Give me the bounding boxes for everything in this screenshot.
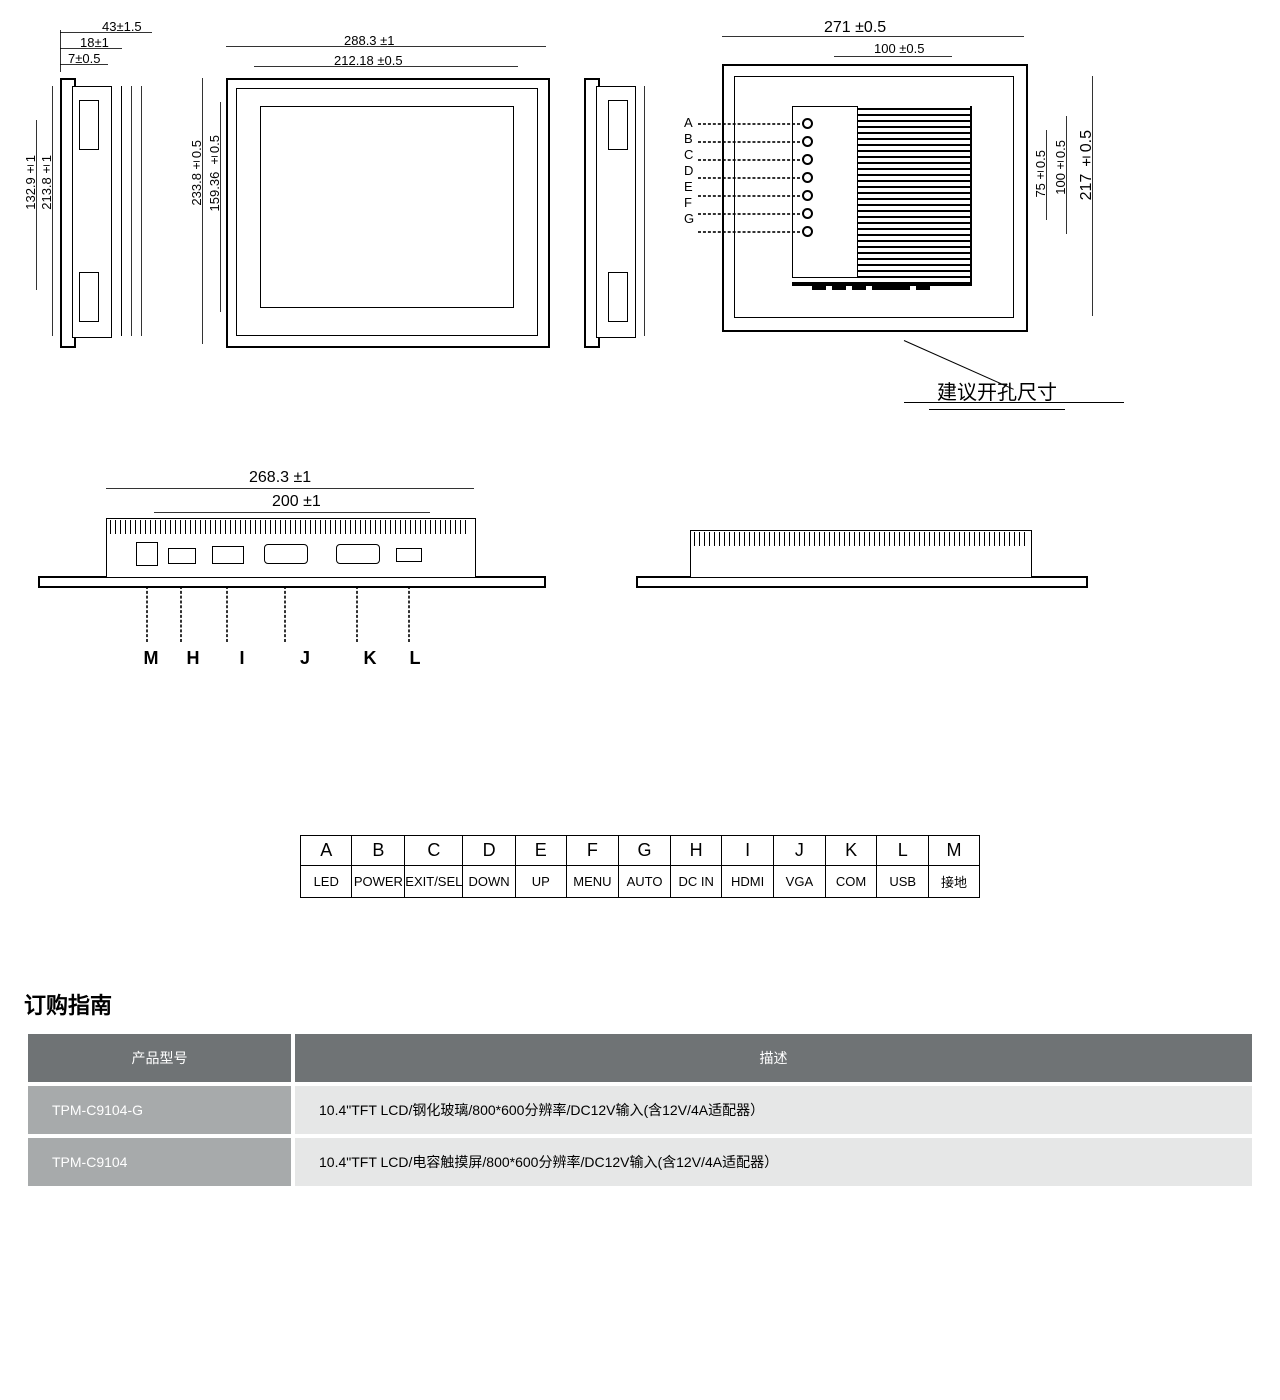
dim-271: 271 ±0.5 [824, 20, 886, 36]
model-cell: TPM-C9104 [28, 1138, 291, 1186]
descr-cell: 10.4"TFT LCD/电容触摸屏/800*600分辨率/DC12V输入(含1… [295, 1138, 1252, 1186]
legend-table: ABC DEF GHI JKL M LEDPOWEREXIT/SEL DOWNU… [300, 835, 980, 898]
ordering-guide-table: 产品型号 描述 TPM-C9104-G 10.4"TFT LCD/钢化玻璃/80… [24, 1030, 1256, 1190]
dim-200: 200 ±1 [272, 494, 321, 510]
model-cell: TPM-C9104-G [28, 1086, 291, 1134]
th-descr: 描述 [295, 1034, 1252, 1082]
dim-100: 100 ±0.5 [874, 42, 925, 55]
ordering-guide-title: 订购指南 [24, 988, 1256, 1020]
technical-drawing: 43±1.5 18±1 7±0.5 132.9±1 213.8±1 288.3 … [24, 20, 1256, 680]
bottom-port-letters: M H I J K L [130, 648, 430, 669]
th-model: 产品型号 [28, 1034, 291, 1082]
descr-cell: 10.4"TFT LCD/钢化玻璃/800*600分辨率/DC12V输入(含12… [295, 1086, 1252, 1134]
dim-268: 268.3 ±1 [249, 470, 311, 486]
back-ann-list: ABC DEF G [684, 115, 694, 227]
cutout-note: 建议开孔尺寸 [929, 372, 1065, 410]
